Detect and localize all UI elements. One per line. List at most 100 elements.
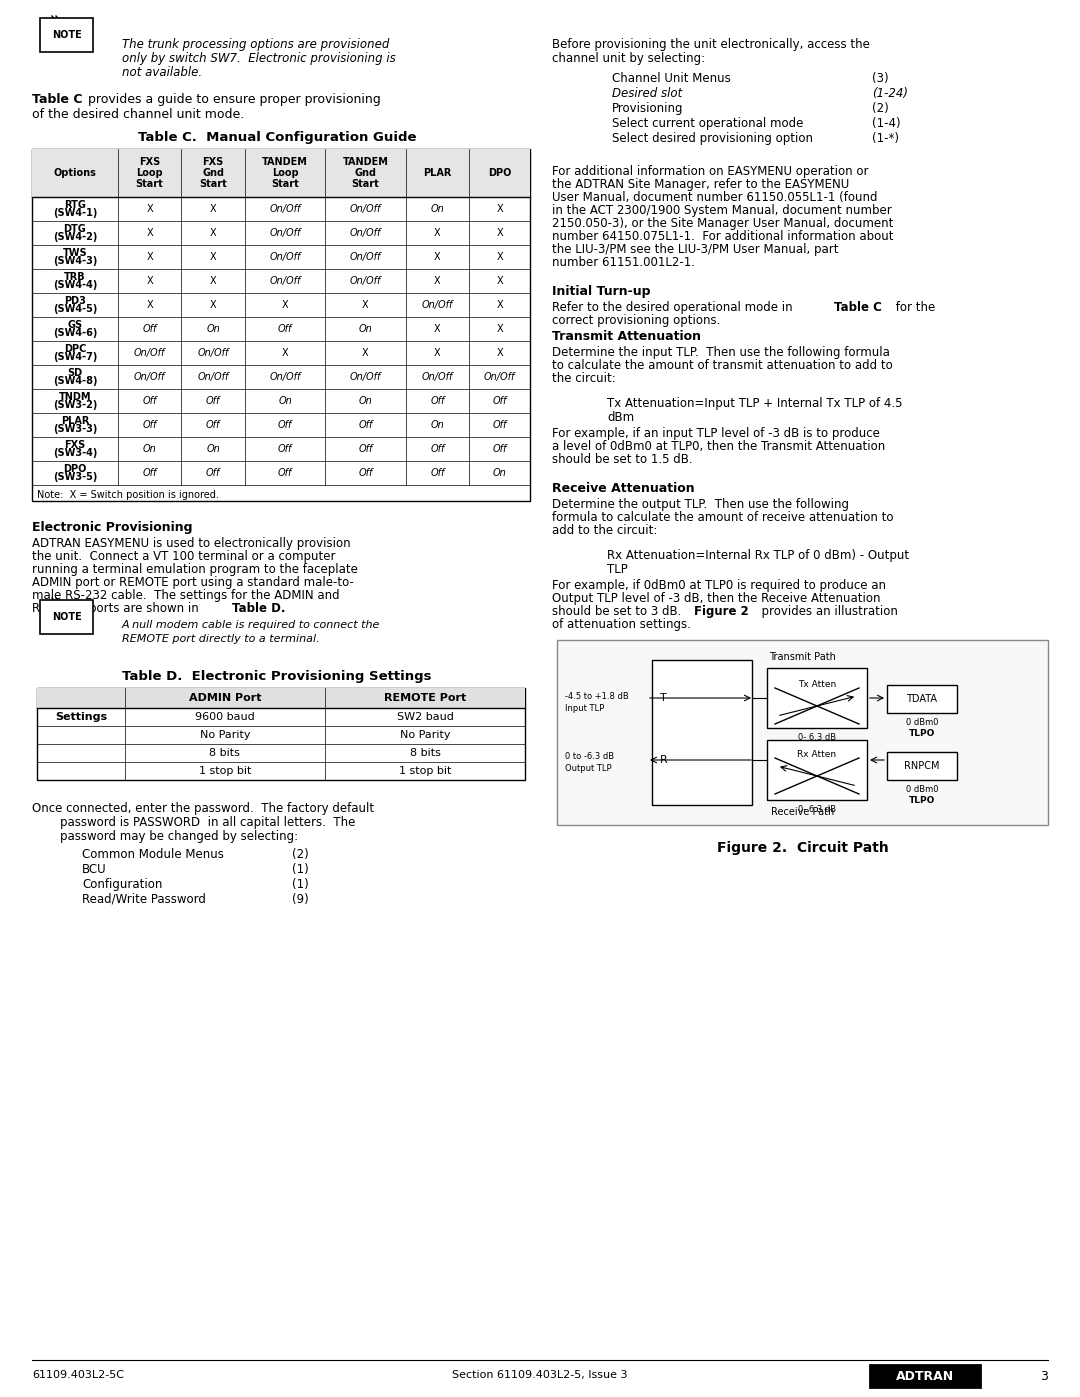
Text: X: X	[210, 277, 216, 286]
Text: On/Off: On/Off	[350, 204, 381, 214]
Text: 0- 6.3 dB: 0- 6.3 dB	[798, 733, 836, 742]
Text: User Manual, document number 61150.055L1-1 (found: User Manual, document number 61150.055L1…	[552, 191, 877, 204]
Text: Gnd: Gnd	[202, 168, 225, 177]
Text: Output TLP: Output TLP	[565, 764, 611, 773]
Text: Determine the input TLP.  Then use the following formula: Determine the input TLP. Then use the fo…	[552, 346, 890, 359]
Text: ADTRAN: ADTRAN	[896, 1369, 954, 1383]
Text: On: On	[359, 324, 373, 334]
Text: On: On	[143, 444, 157, 454]
Text: (1-*): (1-*)	[872, 131, 899, 145]
Text: Read/Write Password: Read/Write Password	[82, 893, 206, 907]
Text: provides an illustration: provides an illustration	[754, 605, 897, 617]
Text: Select desired provisioning option: Select desired provisioning option	[612, 131, 813, 145]
Text: Start: Start	[271, 179, 299, 189]
Text: 8 bits: 8 bits	[210, 747, 241, 759]
Text: On/Off: On/Off	[270, 204, 301, 214]
Text: (SW3-4): (SW3-4)	[53, 448, 97, 458]
Text: should be set to 1.5 dB.: should be set to 1.5 dB.	[552, 453, 692, 467]
Text: (SW4-1): (SW4-1)	[53, 208, 97, 218]
Text: 1 stop bit: 1 stop bit	[399, 766, 451, 775]
Text: On: On	[359, 395, 373, 407]
Text: Off: Off	[206, 420, 220, 430]
Text: Loop: Loop	[272, 168, 298, 177]
Bar	[887, 685, 957, 712]
Text: channel unit by selecting:: channel unit by selecting:	[552, 52, 705, 66]
Text: X: X	[146, 277, 153, 286]
Text: X: X	[210, 300, 216, 310]
Text: Tx Attenuation=Input TLP + Internal Tx TLP of 4.5: Tx Attenuation=Input TLP + Internal Tx T…	[607, 397, 903, 409]
Text: DPO: DPO	[488, 168, 511, 177]
Text: Common Module Menus: Common Module Menus	[82, 848, 224, 861]
Bar	[870, 1365, 980, 1387]
Text: Off: Off	[143, 324, 157, 334]
Text: X: X	[496, 348, 503, 358]
Text: Provisioning: Provisioning	[612, 102, 684, 115]
Text: For example, if 0dBm0 at TLP0 is required to produce an: For example, if 0dBm0 at TLP0 is require…	[552, 578, 886, 592]
Text: Off: Off	[430, 468, 445, 478]
Text: the LIU-3/PM see the LIU-3/PM User Manual, part: the LIU-3/PM see the LIU-3/PM User Manua…	[552, 243, 838, 256]
Text: 0 to -6.3 dB: 0 to -6.3 dB	[565, 752, 615, 761]
Text: 1 stop bit: 1 stop bit	[199, 766, 251, 775]
Text: X: X	[496, 300, 503, 310]
Text: 9600 baud: 9600 baud	[195, 712, 255, 722]
Text: (SW4-4): (SW4-4)	[53, 281, 97, 291]
Text: Off: Off	[143, 395, 157, 407]
Bar	[652, 659, 752, 805]
Bar	[767, 668, 867, 728]
Text: On/Off: On/Off	[134, 372, 165, 381]
Text: Options: Options	[53, 168, 96, 177]
Text: NOTE: NOTE	[52, 29, 82, 41]
Text: 2150.050-3), or the Site Manager User Manual, document: 2150.050-3), or the Site Manager User Ma…	[552, 217, 893, 231]
Text: Start: Start	[351, 179, 379, 189]
Text: On/Off: On/Off	[270, 251, 301, 263]
Text: Off: Off	[143, 420, 157, 430]
Text: X: X	[434, 348, 441, 358]
Text: Off: Off	[430, 444, 445, 454]
Text: On/Off: On/Off	[134, 348, 165, 358]
Text: Select current operational mode: Select current operational mode	[612, 117, 804, 130]
Text: For example, if an input TLP level of -3 dB is to produce: For example, if an input TLP level of -3…	[552, 427, 880, 440]
Text: 3: 3	[1040, 1370, 1048, 1383]
Text: Table C: Table C	[834, 300, 882, 314]
Text: Off: Off	[430, 395, 445, 407]
Text: (SW4-8): (SW4-8)	[53, 377, 97, 387]
Bar	[32, 149, 530, 197]
Text: Off: Off	[492, 444, 507, 454]
Text: Receive Attenuation: Receive Attenuation	[552, 482, 694, 495]
Text: REMOTE  ports are shown in: REMOTE ports are shown in	[32, 602, 203, 615]
Text: (SW4-7): (SW4-7)	[53, 352, 97, 362]
Text: TANDEM: TANDEM	[342, 156, 389, 168]
Text: Desired slot: Desired slot	[612, 87, 683, 101]
Text: (SW4-5): (SW4-5)	[53, 305, 97, 314]
Text: On: On	[206, 444, 220, 454]
Text: (SW4-3): (SW4-3)	[53, 257, 97, 267]
Text: On/Off: On/Off	[350, 251, 381, 263]
Text: (2): (2)	[292, 848, 309, 861]
Text: 8 bits: 8 bits	[409, 747, 441, 759]
Text: the ADTRAN Site Manager, refer to the EASYMENU: the ADTRAN Site Manager, refer to the EA…	[552, 177, 849, 191]
Text: (SW4-6): (SW4-6)	[53, 328, 97, 338]
Text: On: On	[279, 395, 292, 407]
Bar	[767, 740, 867, 800]
Text: On/Off: On/Off	[421, 372, 453, 381]
Text: On/Off: On/Off	[198, 348, 229, 358]
Text: PLAR: PLAR	[60, 415, 89, 426]
Text: X: X	[434, 324, 441, 334]
Text: SD: SD	[67, 367, 82, 377]
Text: Off: Off	[206, 395, 220, 407]
Text: Gnd: Gnd	[354, 168, 377, 177]
Text: On/Off: On/Off	[350, 228, 381, 237]
Bar	[557, 640, 1048, 826]
Text: On: On	[206, 324, 220, 334]
Text: No Parity: No Parity	[400, 731, 450, 740]
Text: REMOTE port directly to a terminal.: REMOTE port directly to a terminal.	[122, 634, 320, 644]
Text: (3): (3)	[872, 73, 889, 85]
Text: On/Off: On/Off	[270, 277, 301, 286]
Text: Table C: Table C	[32, 94, 82, 106]
Text: On/Off: On/Off	[350, 372, 381, 381]
Bar	[37, 687, 525, 780]
Text: On/Off: On/Off	[350, 277, 381, 286]
Text: Off: Off	[359, 420, 373, 430]
Text: Note:  X = Switch position is ignored.: Note: X = Switch position is ignored.	[37, 490, 219, 500]
Text: REMOTE Port: REMOTE Port	[383, 693, 467, 703]
